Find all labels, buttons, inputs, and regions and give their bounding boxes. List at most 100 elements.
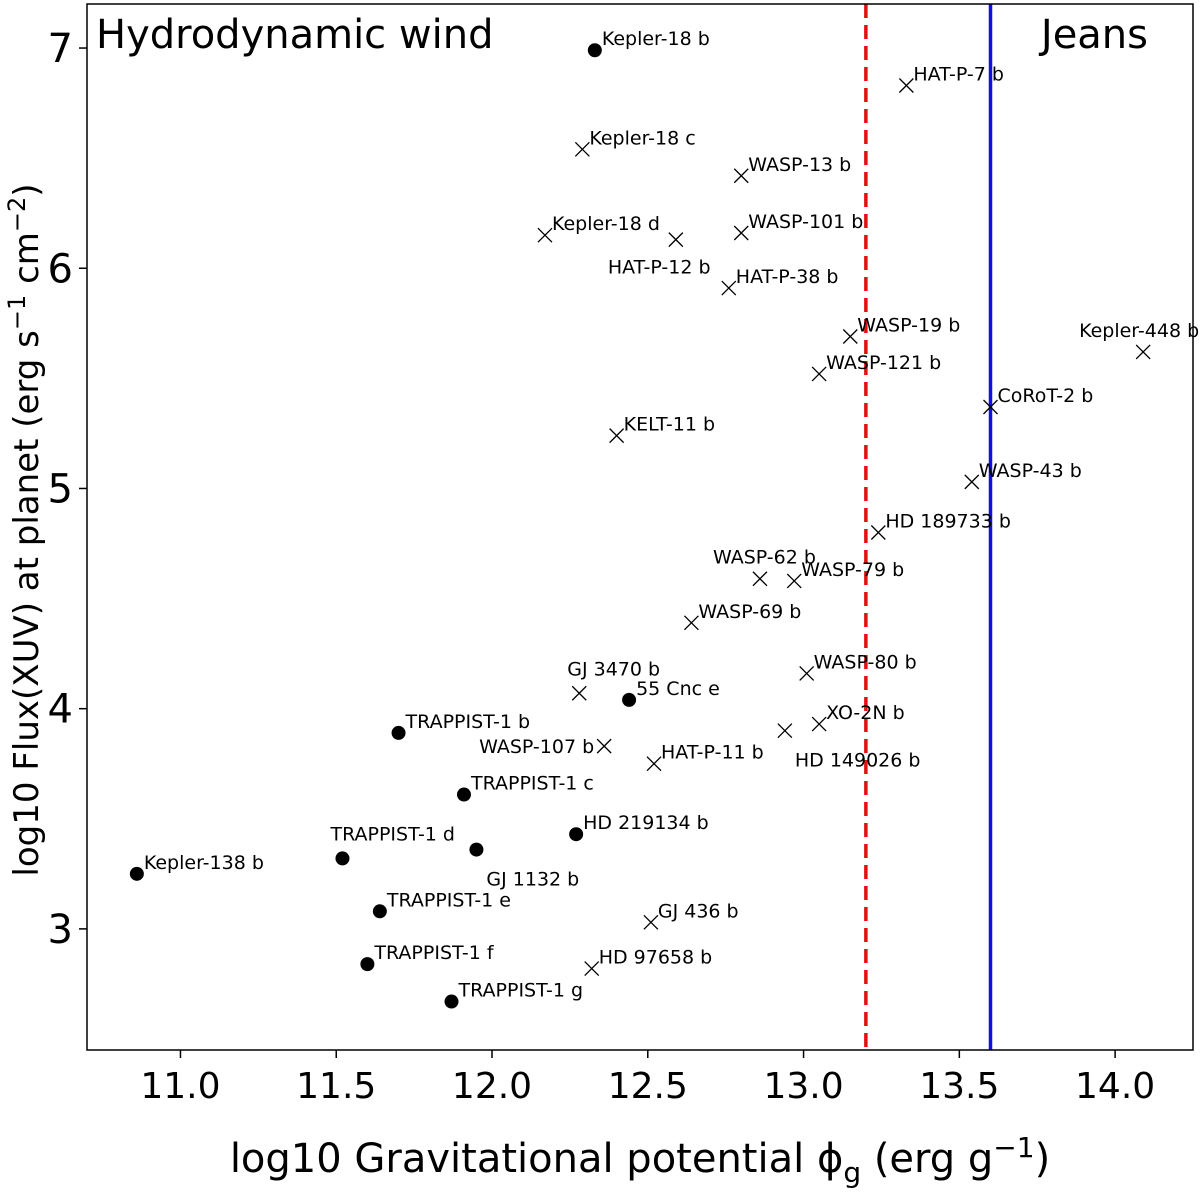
y-axis-title: log10 Flux(XUV) at planet (erg s−1 cm−2) xyxy=(3,183,47,876)
point-gj-436-b xyxy=(643,914,659,930)
point-trappist-1-f xyxy=(360,957,375,972)
y-tick-label: 3 xyxy=(48,907,73,953)
point-labels: Kepler-18 b HAT-P-7 b Kepler-18 c WASP-13 b… xyxy=(144,28,1199,1001)
label-gj-1132-b: GJ 1132 b xyxy=(486,869,579,891)
label-wasp-19-b: WASP-19 b xyxy=(857,315,960,337)
label-hd-219134-b: HD 219134 b xyxy=(583,812,709,834)
point-gj-3470-b xyxy=(571,685,587,701)
x-axis-title-sup: −1 xyxy=(993,1131,1034,1164)
y-tick-label: 4 xyxy=(48,687,73,733)
point-kepler-18-b xyxy=(587,43,602,58)
y-tick-label: 6 xyxy=(48,246,73,292)
label-kepler-138-b: Kepler-138 b xyxy=(144,852,264,874)
label-wasp-69-b: WASP-69 b xyxy=(698,601,801,623)
x-axis-title-close: ) xyxy=(1035,1136,1051,1182)
label-hat-p-12-b: HAT-P-12 b xyxy=(608,257,711,279)
label-55-cnc-e: 55 Cnc e xyxy=(636,678,720,700)
label-trappist-1-e: TRAPPIST-1 e xyxy=(386,889,511,911)
data-points xyxy=(129,43,1151,1009)
x-axis-ticks: 11.0 11.5 12.0 12.5 13.0 13.5 14.0 xyxy=(140,1050,1155,1107)
point-wasp-69-b xyxy=(683,615,699,631)
x-axis-title-sub: g xyxy=(843,1156,861,1189)
label-hd-97658-b: HD 97658 b xyxy=(599,947,713,969)
label-hat-p-7-b: HAT-P-7 b xyxy=(913,63,1004,85)
x-tick-label: 11.0 xyxy=(140,1066,220,1107)
label-wasp-80-b: WASP-80 b xyxy=(814,651,917,673)
label-wasp-43-b: WASP-43 b xyxy=(979,460,1082,482)
point-wasp-13-b xyxy=(733,168,749,184)
y-axis-ticks: 3 4 5 6 7 xyxy=(48,26,87,953)
point-kepler-18-d xyxy=(537,227,553,243)
point-wasp-121-b xyxy=(811,366,827,382)
point-hat-p-12-b xyxy=(668,232,684,248)
x-axis-title-unit: (erg g xyxy=(861,1136,993,1182)
label-wasp-107-b: WASP-107 b xyxy=(479,736,594,758)
point-hd-149026-b xyxy=(777,723,793,739)
label-trappist-1-b: TRAPPIST-1 b xyxy=(405,711,531,733)
point-gj-1132-b xyxy=(469,842,484,857)
label-kepler-18-d: Kepler-18 d xyxy=(552,213,660,235)
point-wasp-101-b xyxy=(733,225,749,241)
label-kepler-18-b: Kepler-18 b xyxy=(602,28,710,50)
y-tick-label: 5 xyxy=(48,466,73,512)
point-wasp-43-b xyxy=(964,474,980,490)
label-gj-3470-b: GJ 3470 b xyxy=(567,658,660,680)
y-axis-title-close: ) xyxy=(7,183,47,196)
x-tick-label: 14.0 xyxy=(1075,1066,1155,1107)
label-wasp-13-b: WASP-13 b xyxy=(748,154,851,176)
region-label-hydrodynamic: Hydrodynamic wind xyxy=(96,12,493,58)
x-tick-label: 11.5 xyxy=(296,1066,376,1107)
label-corot-2-b: CoRoT-2 b xyxy=(997,385,1093,407)
point-hd-189733-b xyxy=(870,525,886,540)
point-trappist-1-c xyxy=(456,787,471,802)
x-axis-title: log10 Gravitational potential ϕg (erg g−… xyxy=(230,1131,1050,1189)
label-trappist-1-c: TRAPPIST-1 c xyxy=(470,773,594,795)
point-hat-p-7-b xyxy=(898,78,914,93)
x-tick-label: 12.5 xyxy=(608,1066,688,1107)
point-trappist-1-d xyxy=(335,851,350,866)
point-xo-2n-b xyxy=(811,716,827,732)
plot-frame xyxy=(86,3,1194,1051)
y-axis-title-main: log10 Flux(XUV) at planet (erg s xyxy=(7,330,47,876)
point-trappist-1-g xyxy=(444,994,459,1009)
point-wasp-80-b xyxy=(799,665,815,681)
label-wasp-121-b: WASP-121 b xyxy=(826,352,941,374)
x-tick-label: 13.0 xyxy=(763,1066,843,1107)
point-55-cnc-e xyxy=(622,692,637,707)
label-trappist-1-g: TRAPPIST-1 g xyxy=(458,980,584,1002)
point-wasp-79-b xyxy=(786,573,802,589)
point-hd-219134-b xyxy=(569,827,584,842)
point-wasp-107-b xyxy=(596,738,612,754)
x-tick-label: 12.0 xyxy=(452,1066,532,1107)
point-hat-p-38-b xyxy=(721,280,737,296)
region-label-jeans: Jeans xyxy=(1038,12,1148,58)
label-wasp-62-b: WASP-62 b xyxy=(713,547,816,569)
point-trappist-1-b xyxy=(391,725,406,740)
point-corot-2-b xyxy=(983,399,998,415)
label-hat-p-11-b: HAT-P-11 b xyxy=(661,742,764,764)
x-tick-label: 13.5 xyxy=(919,1066,999,1107)
threshold-lines xyxy=(864,4,993,1050)
label-kepler-18-c: Kepler-18 c xyxy=(589,127,695,149)
label-wasp-79-b: WASP-79 b xyxy=(801,559,904,581)
label-trappist-1-f: TRAPPIST-1 f xyxy=(373,942,494,964)
x-axis-title-main: log10 Gravitational potential ϕ xyxy=(230,1136,844,1182)
point-kelt-11-b xyxy=(609,428,625,444)
label-hd-149026-b: HD 149026 b xyxy=(795,750,921,772)
point-trappist-1-e xyxy=(372,904,387,919)
point-kepler-448-b xyxy=(1135,344,1151,360)
label-xo-2n-b: XO-2N b xyxy=(826,702,905,724)
label-hd-189733-b: HD 189733 b xyxy=(885,511,1011,533)
point-kepler-138-b xyxy=(129,866,144,881)
label-wasp-101-b: WASP-101 b xyxy=(748,211,863,233)
y-axis-title-mid: cm xyxy=(7,232,47,295)
y-axis-title-sup2: −2 xyxy=(3,197,31,232)
label-trappist-1-d: TRAPPIST-1 d xyxy=(329,823,455,845)
y-axis-title-sup1: −1 xyxy=(3,295,31,330)
point-wasp-19-b xyxy=(842,329,858,344)
label-gj-436-b: GJ 436 b xyxy=(658,900,739,922)
y-tick-label: 7 xyxy=(48,26,73,72)
label-kelt-11-b: KELT-11 b xyxy=(624,414,715,436)
point-wasp-62-b xyxy=(752,571,768,587)
